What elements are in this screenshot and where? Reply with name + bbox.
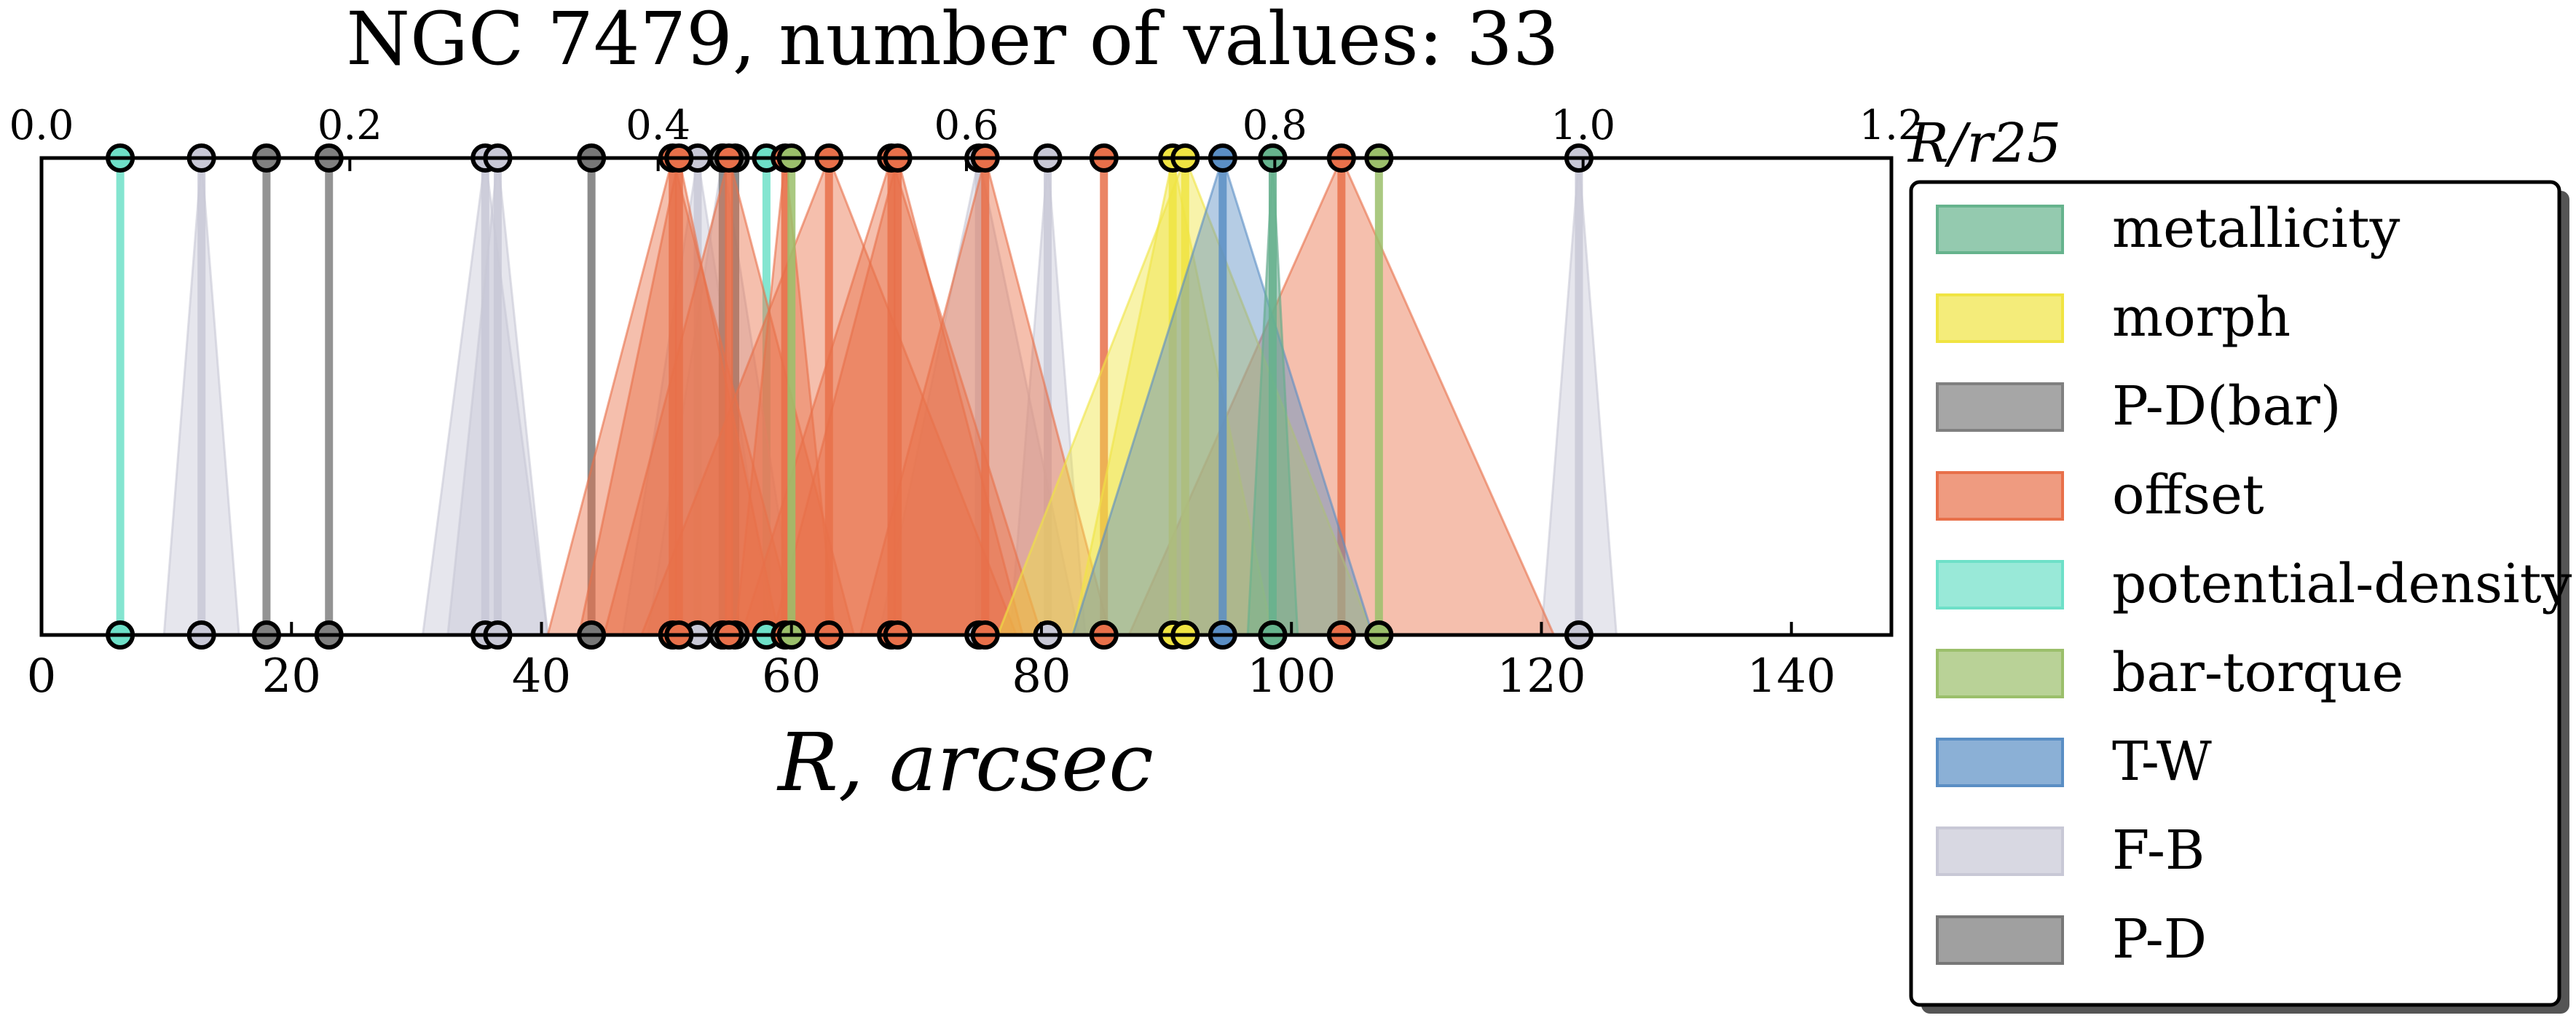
top-tick-label: 0.4 xyxy=(626,102,690,149)
x-tick-label: 40 xyxy=(512,650,571,703)
legend-label: P-D(bar) xyxy=(2112,375,2341,438)
top-axis-label: R/r25 xyxy=(1907,112,2061,175)
x-tick-label: 140 xyxy=(1747,650,1836,703)
legend-swatch xyxy=(1936,471,2064,521)
x-axis-bottom: 0 20 40 60 80 100 120 140 xyxy=(27,622,1836,703)
top-tick-label: 0.8 xyxy=(1242,102,1307,149)
x-tick-label: 80 xyxy=(1012,650,1071,703)
legend-label: offset xyxy=(2112,464,2264,526)
x-tick-label: 100 xyxy=(1247,650,1336,703)
legend-swatch xyxy=(1936,738,2064,787)
legend-label: bar-torque xyxy=(2112,642,2403,704)
series-layer xyxy=(106,143,1618,650)
chart-title: NGC 7479, number of values: 33 xyxy=(347,0,1559,82)
legend-label: T-W xyxy=(2112,730,2212,793)
x-axis-label: R, arcsec xyxy=(776,716,1154,809)
top-tick-label: 1.0 xyxy=(1551,102,1615,149)
legend-swatch xyxy=(1936,826,2064,876)
top-tick-label: 1.2 xyxy=(1859,102,1923,149)
legend-swatch xyxy=(1936,649,2064,698)
legend-swatch xyxy=(1936,915,2064,965)
x-axis-top: 0.0 0.2 0.4 0.6 0.8 1.0 1.2 xyxy=(9,102,1924,171)
legend-box xyxy=(1909,180,2561,1007)
legend-swatch xyxy=(1936,205,2064,254)
top-tick-label: 0.0 xyxy=(9,102,74,149)
x-tick-label: 120 xyxy=(1497,650,1586,703)
legend-label: potential-density xyxy=(2112,553,2572,615)
x-tick-label: 20 xyxy=(262,650,321,703)
x-tick-label: 60 xyxy=(762,650,821,703)
top-tick-label: 0.6 xyxy=(934,102,999,149)
top-tick-label: 0.2 xyxy=(318,102,382,149)
legend-label: morph xyxy=(2112,286,2291,349)
legend-label: F-B xyxy=(2112,819,2205,882)
legend-items: metallicity morph P-D(bar) offset potential-… xyxy=(1936,197,2572,971)
legend-swatch xyxy=(1936,293,2064,343)
legend-label: metallicity xyxy=(2112,197,2400,260)
legend-swatch xyxy=(1936,382,2064,432)
legend-swatch xyxy=(1936,560,2064,609)
legend-label: P-D xyxy=(2112,908,2207,971)
x-tick-label: 0 xyxy=(27,650,57,703)
legend: metallicity morph P-D(bar) offset potential-… xyxy=(1909,180,2572,1014)
